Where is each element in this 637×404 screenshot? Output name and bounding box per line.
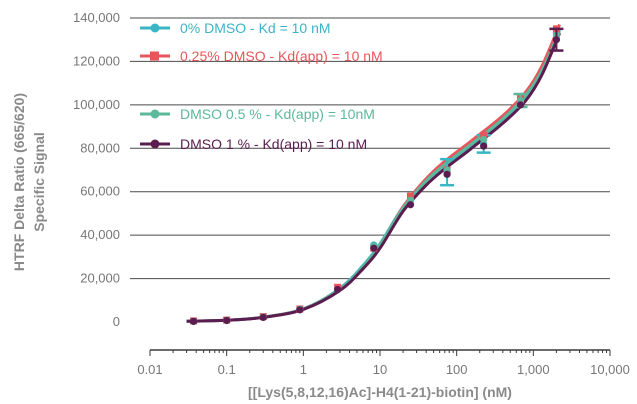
legend-swatch-circle xyxy=(150,139,160,149)
y-axis-title-line-2: Specific Signal xyxy=(31,132,47,232)
y-tick-label: 40,000 xyxy=(80,227,120,242)
data-point-circle xyxy=(189,317,198,325)
legend-label: 0.25% DMSO - Kd(app) = 10 nM xyxy=(180,48,383,64)
fit-curves xyxy=(186,23,561,323)
x-tick-label: 100 xyxy=(446,362,468,377)
data-point-circle xyxy=(296,306,304,314)
y-axis-title-line-1: HTRF Delta Ratio (665/620) xyxy=(11,93,27,271)
axes: 0 20,000 40,000 60,000 80,000 100,000 120,000 1… xyxy=(73,10,630,377)
data-point-circle xyxy=(552,36,561,44)
data-point-circle xyxy=(259,313,267,322)
y-tick-label: 60,000 xyxy=(80,184,120,199)
data-point-circle xyxy=(516,101,525,109)
legend-label: DMSO 1 % - Kd(app) = 10 nM xyxy=(180,136,367,152)
x-tick-label: 0.01 xyxy=(137,362,162,377)
y-tick-label: 0 xyxy=(113,314,120,329)
legend-swatch-circle xyxy=(150,109,160,119)
fit-curve-0 xyxy=(186,28,561,323)
data-point-circle xyxy=(406,201,415,209)
x-tick-label: 1,000 xyxy=(517,362,550,377)
fit-curve-2 xyxy=(186,30,561,323)
data-point-circle xyxy=(480,142,488,150)
data-point-square xyxy=(480,131,488,139)
fit-curve-1 xyxy=(186,23,561,323)
legend-swatch-circle xyxy=(150,23,160,33)
legend: 0% DMSO - Kd = 10 nM 0.25% DMSO - Kd(app)… xyxy=(140,20,383,152)
x-tick-label: 10,000 xyxy=(590,362,630,377)
x-axis-title: [[Lys(5,8,12,16)Ac]-H4(1-21)-biotin] (nM… xyxy=(248,384,512,400)
x-tick-label: 10 xyxy=(373,362,387,377)
data-point-circle xyxy=(480,136,488,144)
data-point-circle xyxy=(370,244,378,252)
x-tick-label: 0.1 xyxy=(218,362,236,377)
y-tick-label: 120,000 xyxy=(73,53,120,68)
legend-label: DMSO 0.5 % - Kd(app) = 10nM xyxy=(180,106,375,122)
data-point-circle xyxy=(443,170,451,178)
data-point-circle xyxy=(223,316,231,325)
data-point-square xyxy=(407,192,415,200)
y-tick-label: 80,000 xyxy=(80,140,120,155)
y-tick-label: 20,000 xyxy=(80,271,120,286)
gridlines xyxy=(130,17,610,280)
legend-label: 0% DMSO - Kd = 10 nM xyxy=(180,20,331,36)
legend-swatch-square xyxy=(150,51,159,61)
y-tick-label: 140,000 xyxy=(73,10,120,25)
data-point-circle xyxy=(334,285,342,294)
y-tick-label: 100,000 xyxy=(73,97,120,112)
data-points xyxy=(189,25,564,325)
x-tick-label: 1 xyxy=(300,362,307,377)
